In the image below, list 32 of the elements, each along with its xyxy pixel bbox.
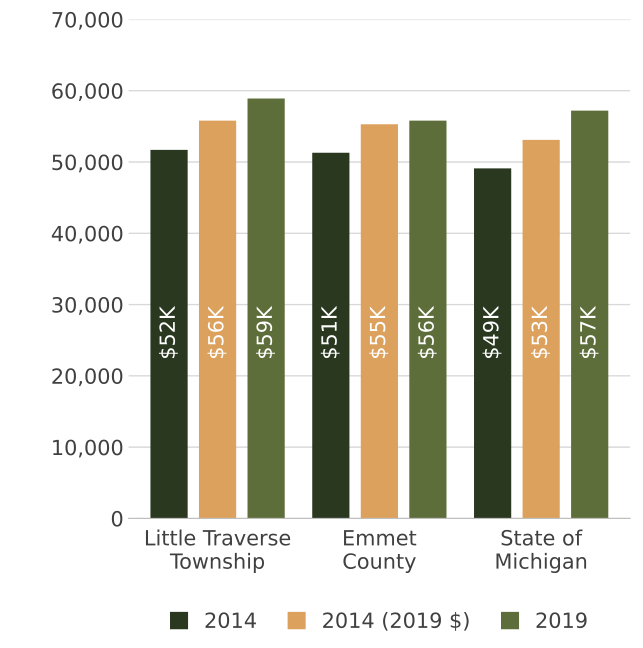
- data-label: $57K: [580, 306, 599, 358]
- y-tick-label: 50,000: [52, 154, 122, 172]
- data-label: $49K: [482, 306, 502, 358]
- y-tick-label: 40,000: [52, 226, 122, 244]
- x-tick-label: State of Michigan: [496, 530, 586, 574]
- legend-label: 2014 (2019 $): [323, 612, 469, 631]
- data-label: $52K: [158, 306, 178, 358]
- bar: [522, 140, 560, 518]
- bar: [360, 124, 398, 518]
- data-label: $55K: [369, 306, 388, 358]
- data-label: $56K: [208, 306, 226, 358]
- y-tick-label: 0: [112, 510, 122, 527]
- bar: [198, 120, 236, 518]
- x-tick-label: Little Traverse Township: [146, 530, 290, 574]
- legend-label: 2014: [206, 612, 256, 628]
- y-tick-label: 30,000: [52, 297, 122, 315]
- bar: [312, 152, 350, 518]
- y-tick-label: 20,000: [52, 368, 122, 386]
- data-label: $53K: [531, 306, 550, 358]
- y-tick-label: 10,000: [53, 440, 122, 458]
- y-tick-label: 60,000: [52, 83, 122, 102]
- bar: [248, 98, 285, 518]
- data-label: $59K: [256, 306, 275, 358]
- legend-label: 2019: [536, 612, 587, 628]
- bar: [474, 168, 512, 518]
- data-label: $56K: [418, 306, 437, 358]
- bar: [150, 150, 188, 518]
- x-tick-label: Emmet County: [343, 530, 416, 574]
- y-tick-label: 70,000: [52, 12, 122, 30]
- bar: [571, 110, 608, 518]
- bar: [409, 120, 447, 518]
- data-label: $51K: [320, 306, 340, 358]
